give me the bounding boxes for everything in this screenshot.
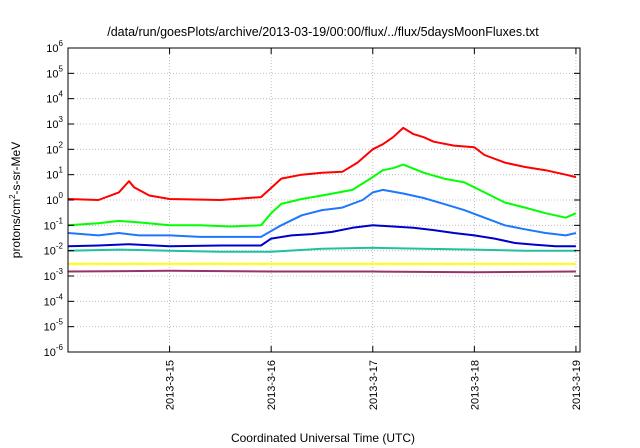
x-axis-label: Coordinated Universal Time (UTC) — [231, 431, 415, 445]
y-tick-label: 104 — [46, 90, 63, 106]
y-axis-label: protons/cm2-s-sr-MeV — [8, 142, 23, 258]
y-tick-label: 10-6 — [44, 343, 64, 359]
series-line-4 — [67, 224, 576, 248]
grid — [68, 48, 580, 352]
y-tick-label: 101 — [46, 166, 63, 182]
series-line-5 — [67, 246, 576, 253]
y-tick-label: 105 — [46, 64, 63, 80]
x-tick-label: 2013-3-18 — [469, 360, 481, 410]
y-tick-label: 103 — [46, 115, 63, 131]
y-tick-label: 10-5 — [44, 318, 64, 334]
y-tick-label: 10-4 — [44, 292, 64, 308]
ticks: 10-6 10-5 10-4 10-3 10-2 10-1 100 101 102 103 104 1… — [44, 39, 583, 410]
y-tick-label: 102 — [46, 140, 63, 156]
series-line-7 — [67, 269, 576, 274]
series-line-1 — [67, 126, 577, 201]
y-tick-label: 10-3 — [44, 267, 64, 283]
y-tick-label: 10-2 — [44, 242, 64, 258]
y-tick-label: 10-1 — [44, 216, 64, 232]
series-line-2 — [67, 163, 577, 228]
y-tick-label: 100 — [46, 191, 63, 207]
series-line-3 — [67, 188, 577, 238]
chart-title: /data/run/goesPlots/archive/2013-03-19/0… — [107, 25, 539, 39]
y-tick-label: 106 — [46, 39, 63, 55]
x-tick-label: 2013-3-19 — [571, 360, 583, 410]
x-tick-label: 2013-3-15 — [165, 360, 177, 410]
x-tick-label: 2013-3-17 — [368, 360, 380, 410]
x-tick-label: 2013-3-16 — [266, 360, 278, 410]
series-group — [67, 126, 577, 274]
